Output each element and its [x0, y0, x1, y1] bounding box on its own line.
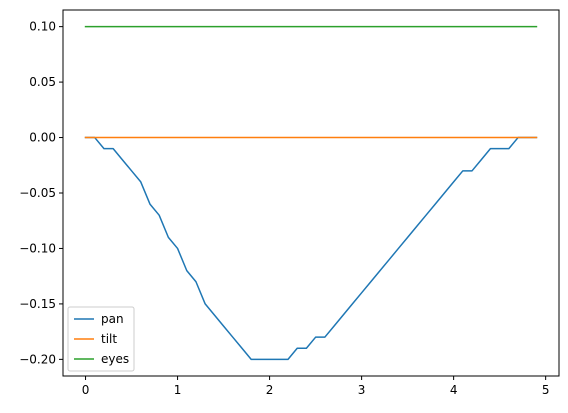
legend-label-tilt: tilt — [101, 332, 117, 346]
y-tick-label: −0.20 — [19, 352, 56, 366]
y-tick-label: 0.00 — [29, 131, 56, 145]
legend-label-eyes: eyes — [101, 352, 129, 366]
series-layer — [84, 25, 538, 361]
legend-box — [67, 306, 135, 372]
legend: pan tilt eyes — [67, 306, 135, 372]
x-tick-label: 2 — [266, 383, 274, 397]
plot-frame — [62, 9, 560, 377]
y-tick-label: 0.10 — [29, 20, 56, 34]
y-tick-label: 0.05 — [29, 75, 56, 89]
y-tick-label: −0.10 — [19, 241, 56, 255]
y-tick-label: −0.05 — [19, 186, 56, 200]
series-line-pan — [84, 136, 538, 361]
x-tick-label: 1 — [174, 383, 182, 397]
x-tick-label: 3 — [358, 383, 366, 397]
legend-label-pan: pan — [101, 312, 124, 326]
x-tick-label: 0 — [82, 383, 90, 397]
y-tick-label: −0.15 — [19, 297, 56, 311]
x-tick-label: 4 — [450, 383, 458, 397]
x-tick-label: 5 — [542, 383, 550, 397]
tick-layer: 0 1 2 3 4 5 0.10 0.05 0.00 −0.05 −0.10 −0.15 −0.20 — [19, 20, 549, 397]
